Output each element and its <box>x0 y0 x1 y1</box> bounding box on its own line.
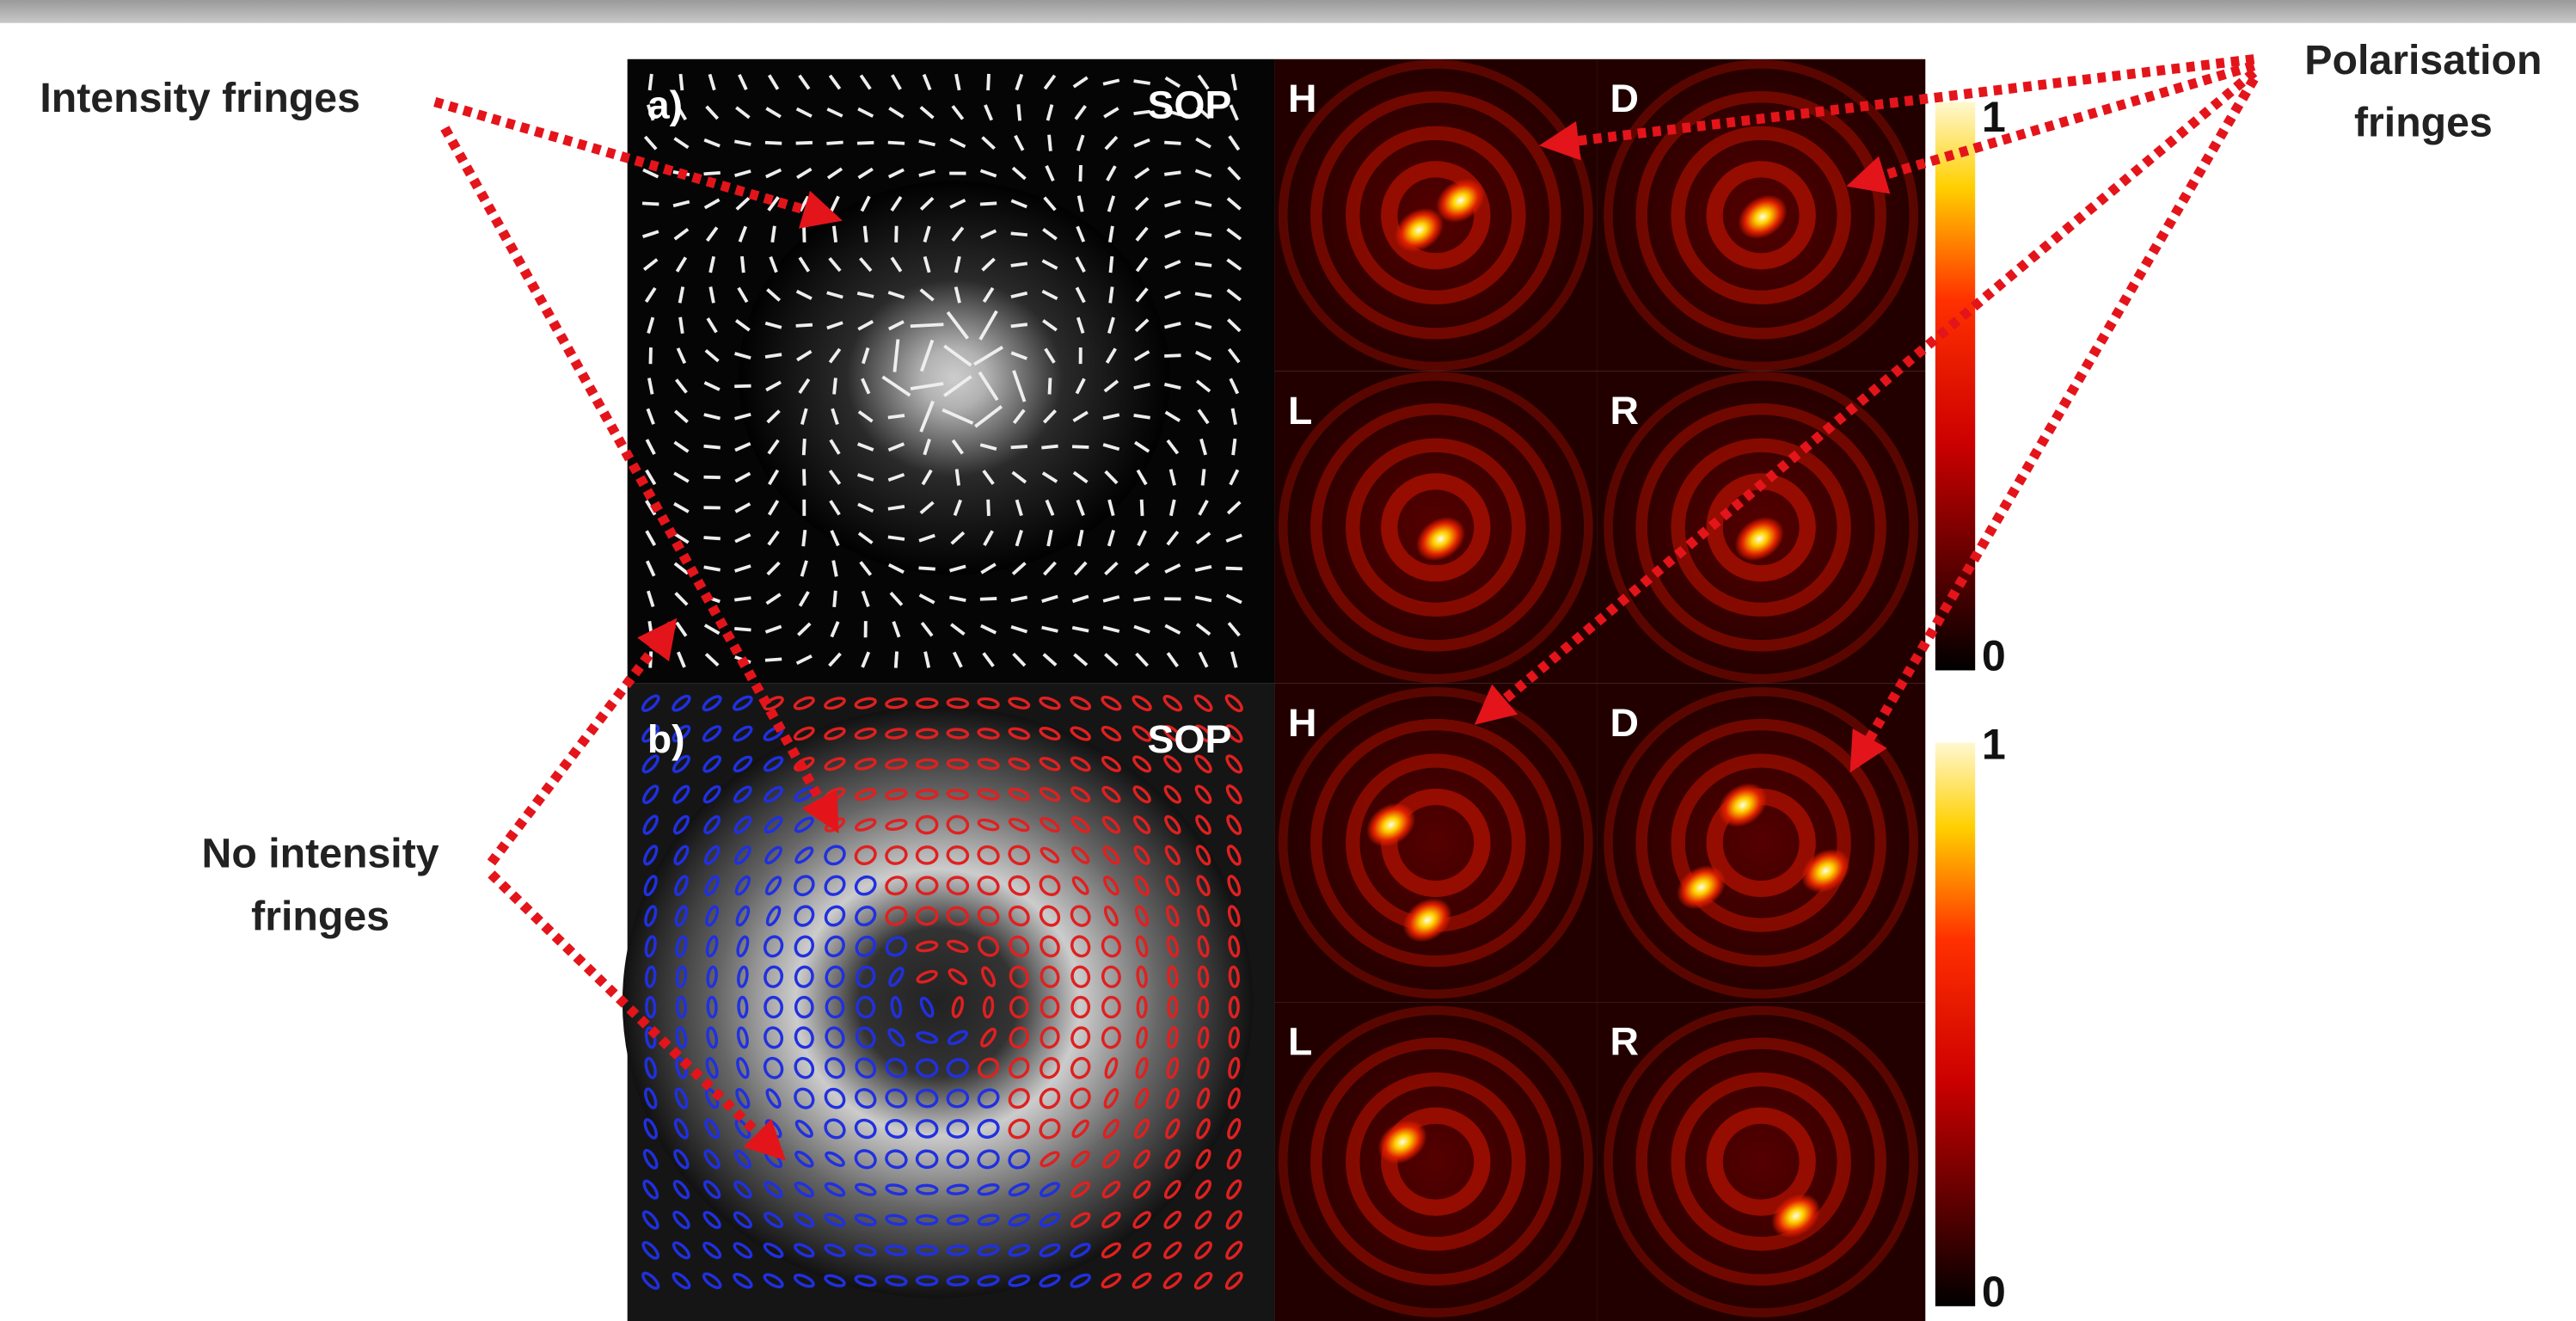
sop-label: SOP <box>1148 716 1232 761</box>
polarisation-label: L <box>1288 1019 1312 1064</box>
sop-dash <box>857 143 874 144</box>
sop-dash <box>804 439 805 455</box>
sop-dash <box>1049 135 1051 151</box>
sop-dash <box>1011 324 1027 326</box>
sop-dash <box>1195 233 1211 236</box>
annotation: Intensity fringes <box>40 76 360 121</box>
colorbar-max: 1 <box>1982 93 2006 141</box>
sop-dash <box>1111 256 1113 273</box>
sop-dash <box>649 621 652 637</box>
sop-dash <box>1110 286 1112 303</box>
panel-a <box>628 59 1275 684</box>
polarisation-label: H <box>1288 700 1316 745</box>
sop-dash <box>804 226 805 243</box>
annotation: fringes <box>251 894 389 940</box>
colorbar-max: 1 <box>1982 721 2006 769</box>
annotation: fringes <box>2354 101 2493 146</box>
sop-dash <box>888 143 905 144</box>
sop-dash <box>742 256 744 273</box>
sop-dash <box>704 446 721 448</box>
sop-dash <box>772 226 775 243</box>
sop-dash <box>804 469 805 485</box>
sop-dash <box>1142 500 1143 516</box>
intensity-panel <box>1275 684 1598 1003</box>
sop-dash <box>1195 263 1211 265</box>
sop-dash <box>865 226 867 243</box>
sop-dash <box>896 652 897 668</box>
sop-dash <box>734 598 751 600</box>
figure: H D L R H D L R 1 0 1 0 a) SOP b) SOP Intensity… <box>0 0 2576 1321</box>
sop-dash <box>834 378 836 394</box>
colorbar-min: 0 <box>1982 632 2006 680</box>
polarisation-label: R <box>1610 1019 1639 1064</box>
sop-dash <box>1233 439 1235 455</box>
sop-dash <box>1226 568 1242 569</box>
sop-dash <box>988 500 989 516</box>
sop-dash <box>796 143 813 144</box>
intensity-panel <box>1275 1002 1598 1321</box>
sop-dash <box>1041 446 1058 448</box>
colorbar-min: 0 <box>1982 1268 2006 1316</box>
sop-dash <box>765 143 782 144</box>
sop-dash <box>826 143 843 144</box>
sop-dash <box>734 386 751 387</box>
sop-dash <box>888 537 905 539</box>
sop-dash <box>1018 104 1020 120</box>
polarisation-label: D <box>1610 76 1639 120</box>
sop-dash <box>980 203 997 204</box>
sop-dash <box>1011 263 1027 265</box>
sop-dash <box>1050 378 1051 394</box>
sop-dash <box>642 203 659 204</box>
polarisation-label: L <box>1288 388 1312 433</box>
annotation: No intensity <box>202 832 439 877</box>
sop-dash <box>803 530 805 546</box>
colorbar <box>1935 743 1975 1306</box>
polarisation-label: H <box>1288 76 1316 120</box>
top-bar <box>0 0 2576 23</box>
panel-b <box>623 684 1275 1321</box>
colorbar <box>1935 101 1975 670</box>
sop-dash <box>988 74 989 90</box>
sop-dash <box>1203 469 1205 485</box>
annotation: Polarisation <box>2304 38 2542 83</box>
panel-label: b) <box>647 716 685 761</box>
polarisation-label: R <box>1610 388 1639 433</box>
sop-dash <box>1072 446 1089 447</box>
sop-dash <box>1164 172 1181 174</box>
sop-dash <box>1080 165 1081 181</box>
polarisation-label: D <box>1610 700 1639 745</box>
intensity-grid: H D L R H D L R <box>1275 59 1926 1321</box>
sop-label: SOP <box>1148 83 1232 127</box>
sop-dash <box>1011 446 1027 447</box>
sop-dash <box>834 226 836 243</box>
sop-dash <box>765 659 782 660</box>
panel-label: a) <box>647 83 683 127</box>
sop-dash <box>834 591 836 607</box>
sop-dash <box>734 629 751 630</box>
sop-dash <box>1164 355 1181 356</box>
sop-dash <box>796 325 813 326</box>
sop-dash <box>911 324 944 326</box>
sop-dash <box>1011 233 1027 235</box>
sop-dash <box>680 317 683 334</box>
sop-dash <box>1164 143 1181 144</box>
sop-dash <box>888 415 905 417</box>
sop-dash <box>704 173 721 174</box>
sop-dash <box>957 470 959 486</box>
